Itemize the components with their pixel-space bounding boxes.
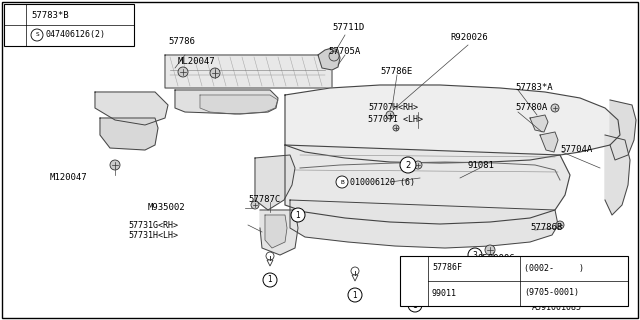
Circle shape [329, 51, 339, 61]
Polygon shape [95, 92, 168, 125]
Text: B: B [340, 180, 344, 185]
Text: M935002: M935002 [148, 204, 186, 212]
Text: 3: 3 [412, 276, 417, 285]
Circle shape [393, 125, 399, 131]
Circle shape [411, 277, 419, 285]
Text: 2: 2 [405, 161, 411, 170]
Polygon shape [352, 275, 358, 281]
Bar [4, 4, 134, 46]
Circle shape [400, 157, 416, 173]
Circle shape [291, 208, 305, 222]
Circle shape [336, 176, 348, 188]
Text: 57704A: 57704A [560, 146, 592, 155]
Polygon shape [260, 210, 298, 255]
Circle shape [210, 68, 220, 78]
Text: 57786B: 57786B [530, 223, 563, 233]
Text: S: S [35, 33, 39, 37]
Text: 57707H<RH>: 57707H<RH> [368, 103, 418, 113]
Polygon shape [267, 260, 273, 266]
Polygon shape [175, 90, 278, 114]
Text: 57783*A: 57783*A [515, 84, 552, 92]
Circle shape [556, 221, 564, 229]
Circle shape [351, 267, 359, 275]
Polygon shape [540, 132, 558, 152]
Text: R920026: R920026 [450, 34, 488, 43]
Circle shape [31, 29, 43, 41]
Text: 047406126(2): 047406126(2) [46, 30, 106, 39]
Circle shape [7, 27, 23, 43]
Text: 1: 1 [12, 11, 18, 20]
Polygon shape [412, 285, 418, 291]
Polygon shape [285, 85, 620, 163]
Text: (0002-     ): (0002- ) [524, 263, 584, 273]
Text: 57711D: 57711D [332, 23, 364, 33]
Text: 91081: 91081 [468, 161, 495, 170]
Text: 1: 1 [413, 300, 417, 309]
Text: 1: 1 [268, 276, 273, 284]
Text: 57787C: 57787C [248, 196, 280, 204]
Polygon shape [290, 200, 558, 248]
Polygon shape [285, 145, 570, 224]
Circle shape [348, 288, 362, 302]
Text: 1: 1 [353, 291, 357, 300]
Text: (9705-0001): (9705-0001) [524, 289, 579, 298]
Polygon shape [530, 115, 548, 132]
Circle shape [263, 273, 277, 287]
Text: Q580006: Q580006 [478, 253, 516, 262]
Text: 57707I <LH>: 57707I <LH> [368, 116, 423, 124]
Circle shape [266, 252, 274, 260]
Text: 99011: 99011 [432, 289, 457, 298]
Polygon shape [165, 55, 332, 88]
Text: M120047: M120047 [50, 173, 88, 182]
Circle shape [251, 201, 259, 209]
Circle shape [386, 111, 394, 119]
Circle shape [485, 245, 495, 255]
Circle shape [404, 271, 424, 291]
Circle shape [178, 67, 188, 77]
Circle shape [501, 258, 509, 266]
Text: 010006120 (6): 010006120 (6) [350, 178, 415, 187]
Text: A591001085: A591001085 [532, 303, 582, 313]
Polygon shape [265, 215, 287, 248]
Text: 57786E: 57786E [380, 68, 412, 76]
Circle shape [7, 7, 23, 23]
Text: 57705A: 57705A [328, 47, 360, 57]
Text: 2: 2 [12, 30, 18, 39]
Circle shape [110, 160, 120, 170]
Polygon shape [100, 118, 158, 150]
Text: 57780A: 57780A [515, 103, 547, 113]
Bar [400, 256, 628, 306]
Text: 57731H<LH>: 57731H<LH> [128, 231, 178, 241]
Text: ML20047: ML20047 [178, 58, 216, 67]
Text: 57783*B: 57783*B [31, 11, 68, 20]
Polygon shape [255, 155, 295, 210]
Text: 57786: 57786 [168, 37, 195, 46]
Circle shape [468, 248, 482, 262]
Text: 57786F: 57786F [432, 263, 462, 273]
Polygon shape [200, 95, 278, 114]
Polygon shape [318, 48, 340, 70]
Text: 3: 3 [472, 251, 477, 260]
Text: 57731G<RH>: 57731G<RH> [128, 220, 178, 229]
Circle shape [414, 161, 422, 169]
Circle shape [408, 298, 422, 312]
Polygon shape [610, 100, 636, 160]
Polygon shape [605, 135, 630, 215]
Text: 1: 1 [296, 211, 300, 220]
Circle shape [551, 104, 559, 112]
